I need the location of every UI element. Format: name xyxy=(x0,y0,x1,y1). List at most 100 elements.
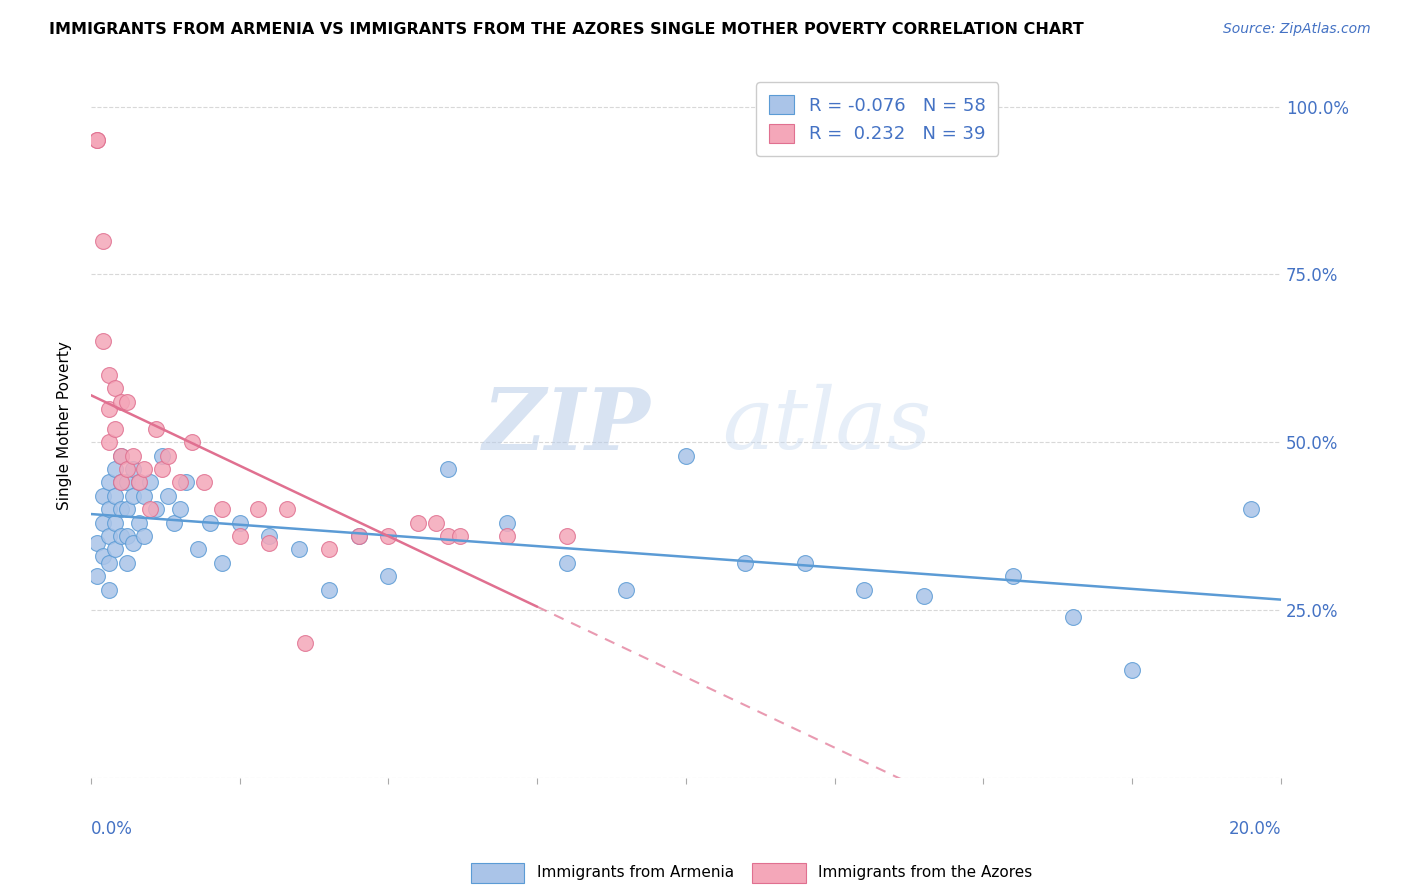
Point xyxy=(318,542,340,557)
Point xyxy=(145,422,167,436)
Point xyxy=(110,394,132,409)
Point xyxy=(115,529,138,543)
Point xyxy=(104,462,127,476)
Point xyxy=(406,516,429,530)
Point xyxy=(97,529,120,543)
Point xyxy=(157,449,180,463)
Point xyxy=(616,582,638,597)
Point xyxy=(228,516,250,530)
Point xyxy=(288,542,311,557)
Point xyxy=(437,462,460,476)
Point xyxy=(675,449,697,463)
Point xyxy=(86,133,108,147)
Point xyxy=(853,582,876,597)
Text: Source: ZipAtlas.com: Source: ZipAtlas.com xyxy=(1223,22,1371,37)
Point xyxy=(115,502,138,516)
Point xyxy=(294,636,316,650)
Text: Immigrants from the Azores: Immigrants from the Azores xyxy=(818,865,1032,880)
Point xyxy=(555,556,578,570)
Point xyxy=(169,502,191,516)
Point xyxy=(259,535,281,549)
Point xyxy=(134,489,156,503)
Point xyxy=(174,475,197,490)
Point xyxy=(377,569,399,583)
Point xyxy=(110,475,132,490)
Point xyxy=(1002,569,1025,583)
Point xyxy=(115,556,138,570)
Point xyxy=(259,529,281,543)
Text: ZIP: ZIP xyxy=(482,384,650,467)
Text: IMMIGRANTS FROM ARMENIA VS IMMIGRANTS FROM THE AZORES SINGLE MOTHER POVERTY CORR: IMMIGRANTS FROM ARMENIA VS IMMIGRANTS FR… xyxy=(49,22,1084,37)
Point xyxy=(97,435,120,450)
Point xyxy=(163,516,186,530)
Point xyxy=(128,475,150,490)
Point xyxy=(97,556,120,570)
Point xyxy=(128,475,150,490)
Point xyxy=(110,475,132,490)
Legend: R = -0.076   N = 58, R =  0.232   N = 39: R = -0.076 N = 58, R = 0.232 N = 39 xyxy=(756,82,998,156)
Point xyxy=(181,435,204,450)
Point xyxy=(145,502,167,516)
Point xyxy=(110,449,132,463)
Point xyxy=(86,133,108,147)
Point xyxy=(121,462,143,476)
Point xyxy=(157,489,180,503)
Text: 20.0%: 20.0% xyxy=(1229,820,1281,838)
Point xyxy=(104,381,127,395)
Point xyxy=(425,516,447,530)
Point xyxy=(86,569,108,583)
Point xyxy=(139,475,162,490)
Point xyxy=(734,556,756,570)
Point xyxy=(97,401,120,416)
Point xyxy=(110,529,132,543)
Point xyxy=(121,489,143,503)
Point xyxy=(211,556,233,570)
Point xyxy=(104,489,127,503)
Point xyxy=(121,535,143,549)
Point xyxy=(555,529,578,543)
Point xyxy=(347,529,370,543)
Point xyxy=(211,502,233,516)
Point xyxy=(91,234,114,248)
Point xyxy=(496,516,519,530)
Point xyxy=(97,502,120,516)
Point xyxy=(318,582,340,597)
Point xyxy=(115,394,138,409)
Point xyxy=(91,489,114,503)
Point xyxy=(115,475,138,490)
Point xyxy=(912,590,935,604)
Point xyxy=(128,516,150,530)
Point xyxy=(91,334,114,349)
Point xyxy=(134,462,156,476)
Point xyxy=(449,529,471,543)
Point xyxy=(437,529,460,543)
Point xyxy=(1121,663,1143,677)
Point xyxy=(377,529,399,543)
Point xyxy=(150,449,173,463)
Point xyxy=(150,462,173,476)
Point xyxy=(169,475,191,490)
Point xyxy=(496,529,519,543)
Point xyxy=(104,422,127,436)
Point xyxy=(1240,502,1263,516)
Point xyxy=(97,475,120,490)
Text: 0.0%: 0.0% xyxy=(91,820,132,838)
Point xyxy=(110,449,132,463)
Point xyxy=(228,529,250,543)
Point xyxy=(276,502,298,516)
Y-axis label: Single Mother Poverty: Single Mother Poverty xyxy=(58,341,72,509)
Point xyxy=(347,529,370,543)
Point xyxy=(91,516,114,530)
Point xyxy=(91,549,114,564)
Point xyxy=(198,516,221,530)
Point xyxy=(115,462,138,476)
Point xyxy=(1062,609,1084,624)
Point xyxy=(104,542,127,557)
Text: atlas: atlas xyxy=(721,384,931,467)
Point xyxy=(110,502,132,516)
Point xyxy=(139,502,162,516)
Point xyxy=(97,368,120,382)
Point xyxy=(134,529,156,543)
Point xyxy=(187,542,209,557)
Text: Immigrants from Armenia: Immigrants from Armenia xyxy=(537,865,734,880)
